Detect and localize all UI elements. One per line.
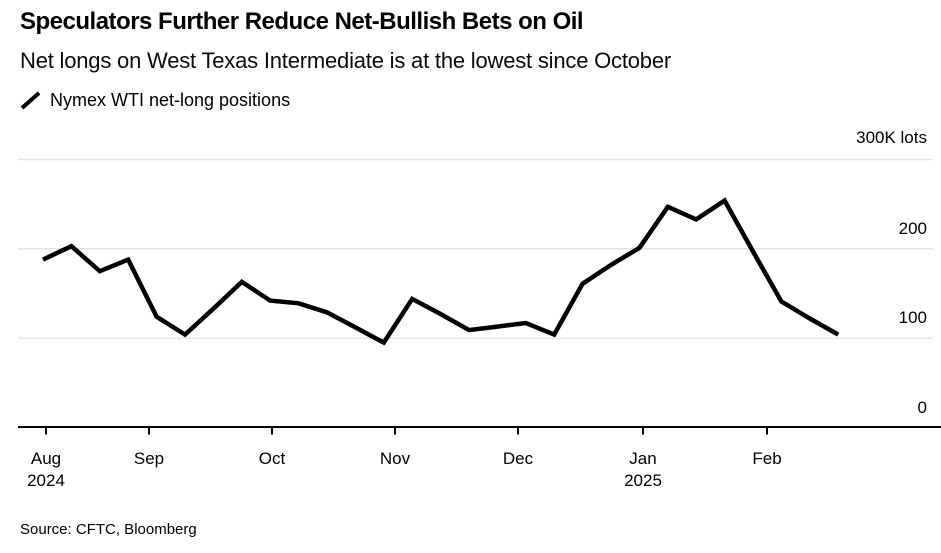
x-axis-label-aug: Aug 2024 <box>27 449 65 490</box>
legend-series-label: Nymex WTI net-long positions <box>50 90 291 110</box>
x-axis-label-dec: Dec <box>502 449 534 468</box>
chart-subtitle: Net longs on West Texas Intermediate is … <box>20 48 672 73</box>
y-axis-label-200: 200 <box>898 219 927 238</box>
y-axis-label-300k-lots: 300K lots <box>856 128 927 147</box>
x-axis-label-nov: Nov <box>379 449 411 468</box>
series-line-wti-net-longs <box>42 197 840 346</box>
source-attribution: Source: CFTC, Bloomberg <box>20 521 197 538</box>
x-axis-label-jan: Jan 2025 <box>624 449 662 490</box>
line-series-icon <box>20 91 41 110</box>
chart-title: Speculators Further Reduce Net-Bullish B… <box>20 8 584 35</box>
legend: Nymex WTI net-long positions <box>20 90 290 111</box>
x-axis-label-feb: Feb <box>752 449 782 468</box>
y-axis-label-100: 100 <box>898 308 927 327</box>
y-axis-label-0: 0 <box>917 398 927 417</box>
x-axis-label-oct: Oct <box>258 449 286 468</box>
x-axis-label-sep: Sep <box>133 449 165 468</box>
